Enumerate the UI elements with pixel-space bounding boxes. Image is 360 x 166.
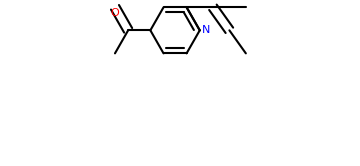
Text: O: O <box>111 8 120 18</box>
Text: N: N <box>201 25 210 35</box>
